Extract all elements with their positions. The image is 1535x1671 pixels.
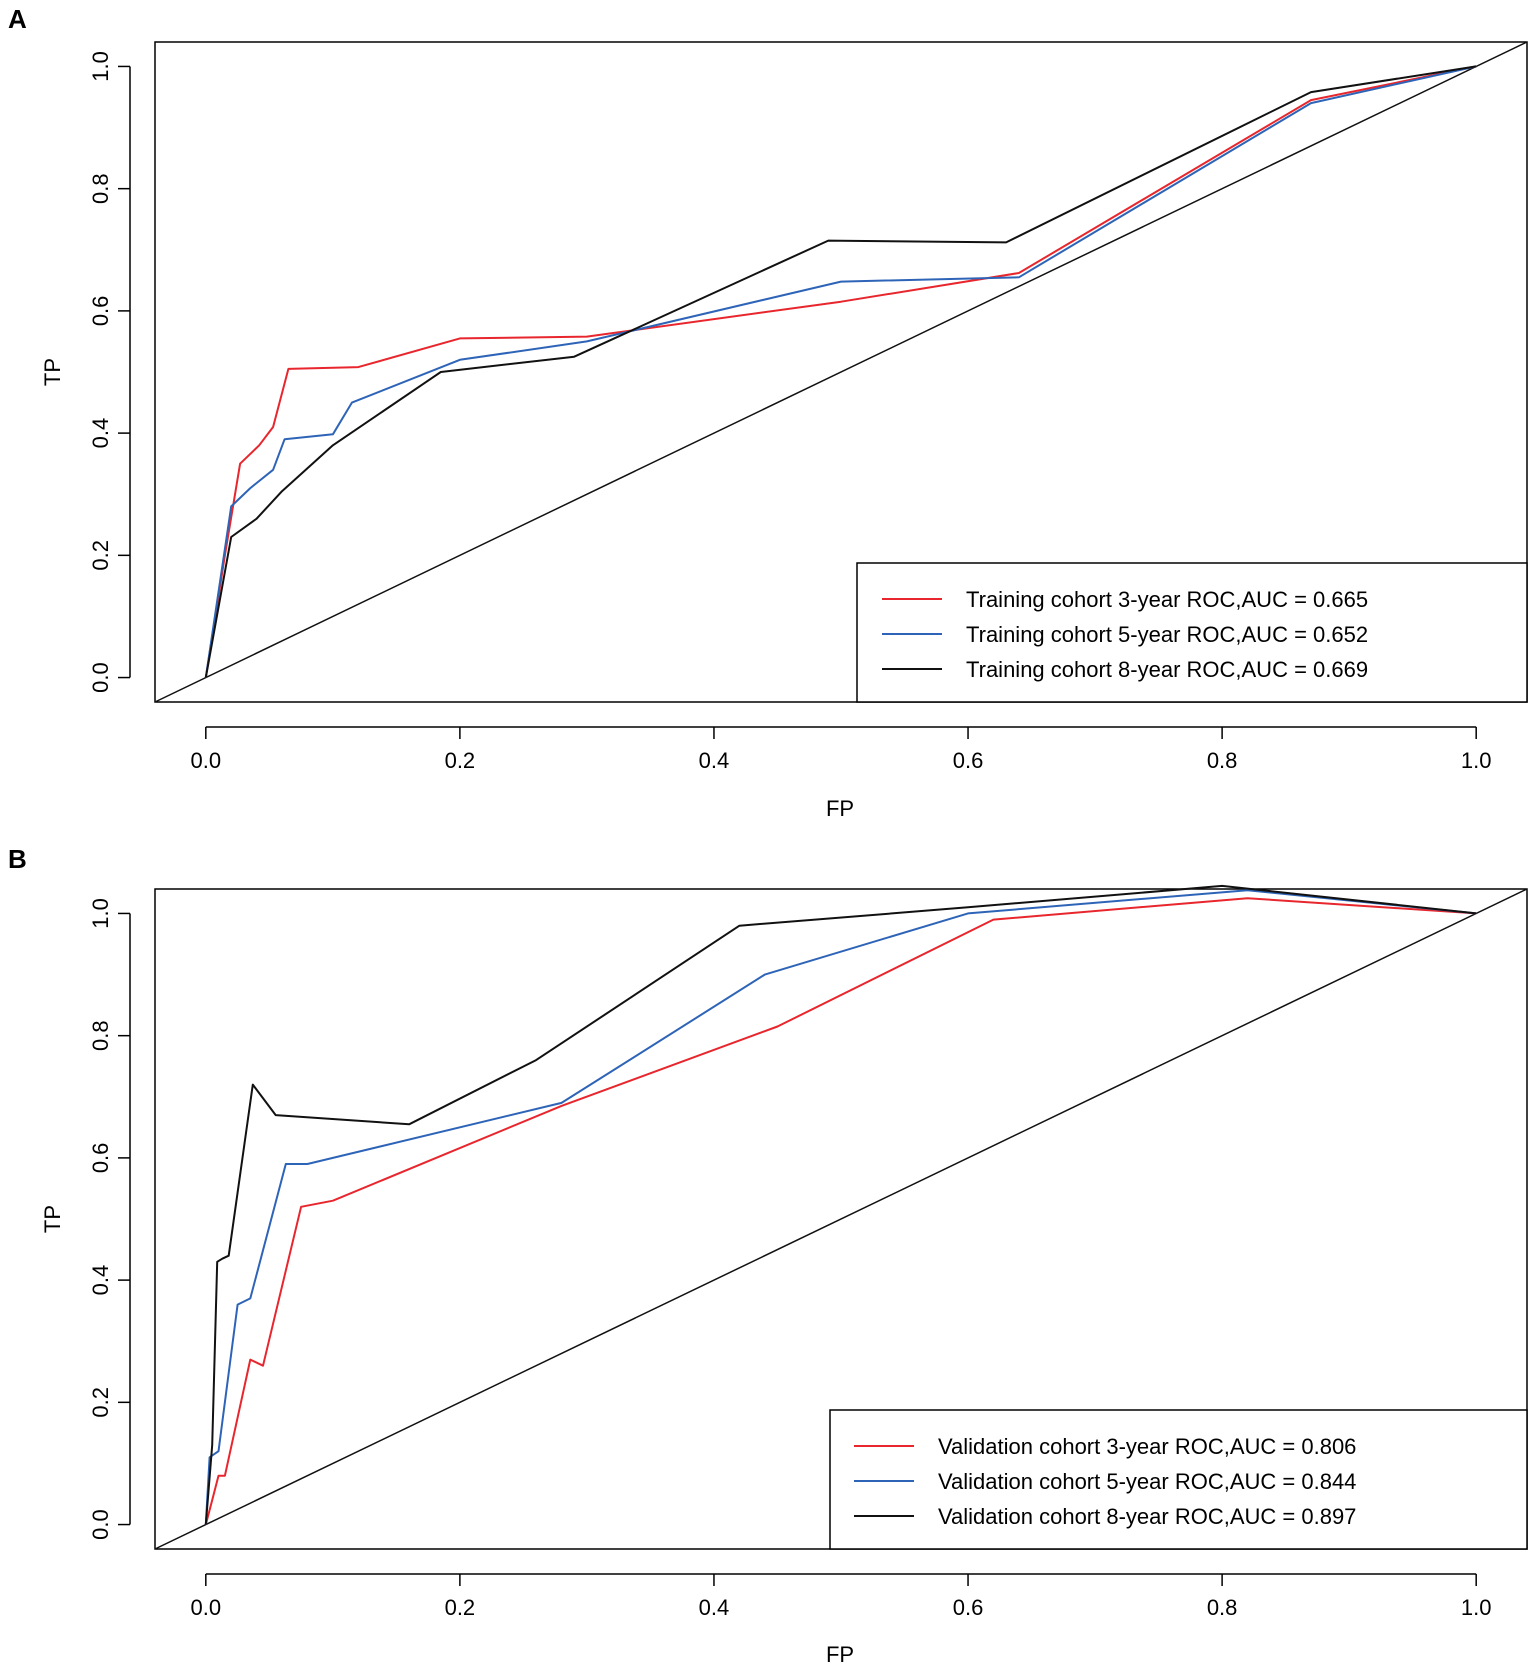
panel-b: B 0.00.20.40.60.81.0 0.0 0.2 0.4 0.6 0.8 1.0 … — [8, 844, 1528, 1667]
series-lines-b — [204, 884, 1477, 1525]
reference-diagonal-b — [154, 888, 1528, 1550]
series-line-b-0 — [204, 897, 1477, 1525]
legend-box-a — [856, 562, 1528, 703]
x-tick-label-b-4: 0.8 — [1207, 1595, 1238, 1620]
legend-b: Validation cohort 3-year ROC,AUC = 0.806… — [829, 1409, 1528, 1550]
y-axis-b: 0.0 0.2 0.4 0.6 0.8 1.0 — [88, 898, 131, 1540]
x-tick-label-a-2: 0.4 — [699, 748, 730, 773]
legend-label-a-0: Training cohort 3-year ROC,AUC = 0.665 — [966, 587, 1368, 612]
x-tick-label-a-5: 1.0 — [1461, 748, 1492, 773]
legend-label-b-0: Validation cohort 3-year ROC,AUC = 0.806 — [938, 1434, 1356, 1459]
legend-a: Training cohort 3-year ROC,AUC = 0.665 T… — [856, 562, 1528, 703]
x-tick-label-b-1: 0.2 — [445, 1595, 476, 1620]
series-line-b-1 — [204, 889, 1477, 1525]
panel-label-b: B — [8, 844, 27, 874]
legend-label-b-2: Validation cohort 8-year ROC,AUC = 0.897 — [938, 1504, 1356, 1529]
series-lines-a — [204, 65, 1477, 678]
x-tick-label-b-5: 1.0 — [1461, 1595, 1492, 1620]
x-axis-title-a: FP — [826, 796, 854, 821]
legend-label-a-2: Training cohort 8-year ROC,AUC = 0.669 — [966, 657, 1368, 682]
y-ticks-b: 0.0 0.2 0.4 0.6 0.8 1.0 — [88, 898, 130, 1540]
y-axis-title-a: TP — [40, 358, 65, 386]
y-axis-a: 0.0 0.2 0.4 0.6 0.8 1.0 — [88, 51, 131, 693]
y-tick-label-b-3: 0.6 — [88, 1143, 113, 1174]
y-tick-label-a-2: 0.4 — [88, 418, 113, 449]
y-ticks-a: 0.0 0.2 0.4 0.6 0.8 1.0 — [88, 51, 130, 693]
reference-diagonal-a — [154, 41, 1528, 703]
series-line-a-1 — [204, 65, 1477, 678]
panel-label-a: A — [8, 4, 27, 34]
y-axis-title-b: TP — [40, 1205, 65, 1233]
x-tick-label-a-4: 0.8 — [1207, 748, 1238, 773]
panel-a: A 0.00.20.40.60.81.0 0.0 0.2 0.4 0.6 0.8 1.0 … — [8, 4, 1528, 821]
series-line-a-0 — [204, 65, 1477, 678]
y-tick-label-b-1: 0.2 — [88, 1387, 113, 1418]
series-line-a-2 — [204, 65, 1477, 678]
x-tick-label-a-3: 0.6 — [953, 748, 984, 773]
x-ticks-a: 0.0 0.2 0.4 0.6 0.8 1.0 — [191, 727, 1492, 773]
y-tick-label-a-1: 0.2 — [88, 540, 113, 571]
y-tick-label-a-0: 0.0 — [88, 662, 113, 693]
legend-box-b — [829, 1409, 1528, 1550]
x-ticks-b: 0.0 0.2 0.4 0.6 0.8 1.0 — [191, 1574, 1492, 1620]
y-tick-label-b-2: 0.4 — [88, 1265, 113, 1296]
x-axis-a: 0.0 0.2 0.4 0.6 0.8 1.0 — [191, 726, 1492, 773]
y-tick-label-a-4: 0.8 — [88, 173, 113, 204]
x-tick-label-b-2: 0.4 — [699, 1595, 730, 1620]
legend-label-a-1: Training cohort 5-year ROC,AUC = 0.652 — [966, 622, 1368, 647]
y-tick-label-a-3: 0.6 — [88, 296, 113, 327]
legend-label-b-1: Validation cohort 5-year ROC,AUC = 0.844 — [938, 1469, 1356, 1494]
x-tick-label-a-1: 0.2 — [445, 748, 476, 773]
y-tick-label-b-4: 0.8 — [88, 1020, 113, 1051]
x-tick-label-b-3: 0.6 — [953, 1595, 984, 1620]
y-tick-label-b-0: 0.0 — [88, 1509, 113, 1540]
x-axis-title-b: FP — [826, 1642, 854, 1667]
y-tick-label-a-5: 1.0 — [88, 51, 113, 82]
x-tick-label-b-0: 0.0 — [191, 1595, 222, 1620]
x-tick-label-a-0: 0.0 — [191, 748, 222, 773]
y-tick-label-b-5: 1.0 — [88, 898, 113, 929]
plot-frame-a — [154, 41, 1528, 703]
series-line-b-2 — [204, 884, 1477, 1525]
x-axis-b: 0.0 0.2 0.4 0.6 0.8 1.0 — [191, 1573, 1492, 1620]
